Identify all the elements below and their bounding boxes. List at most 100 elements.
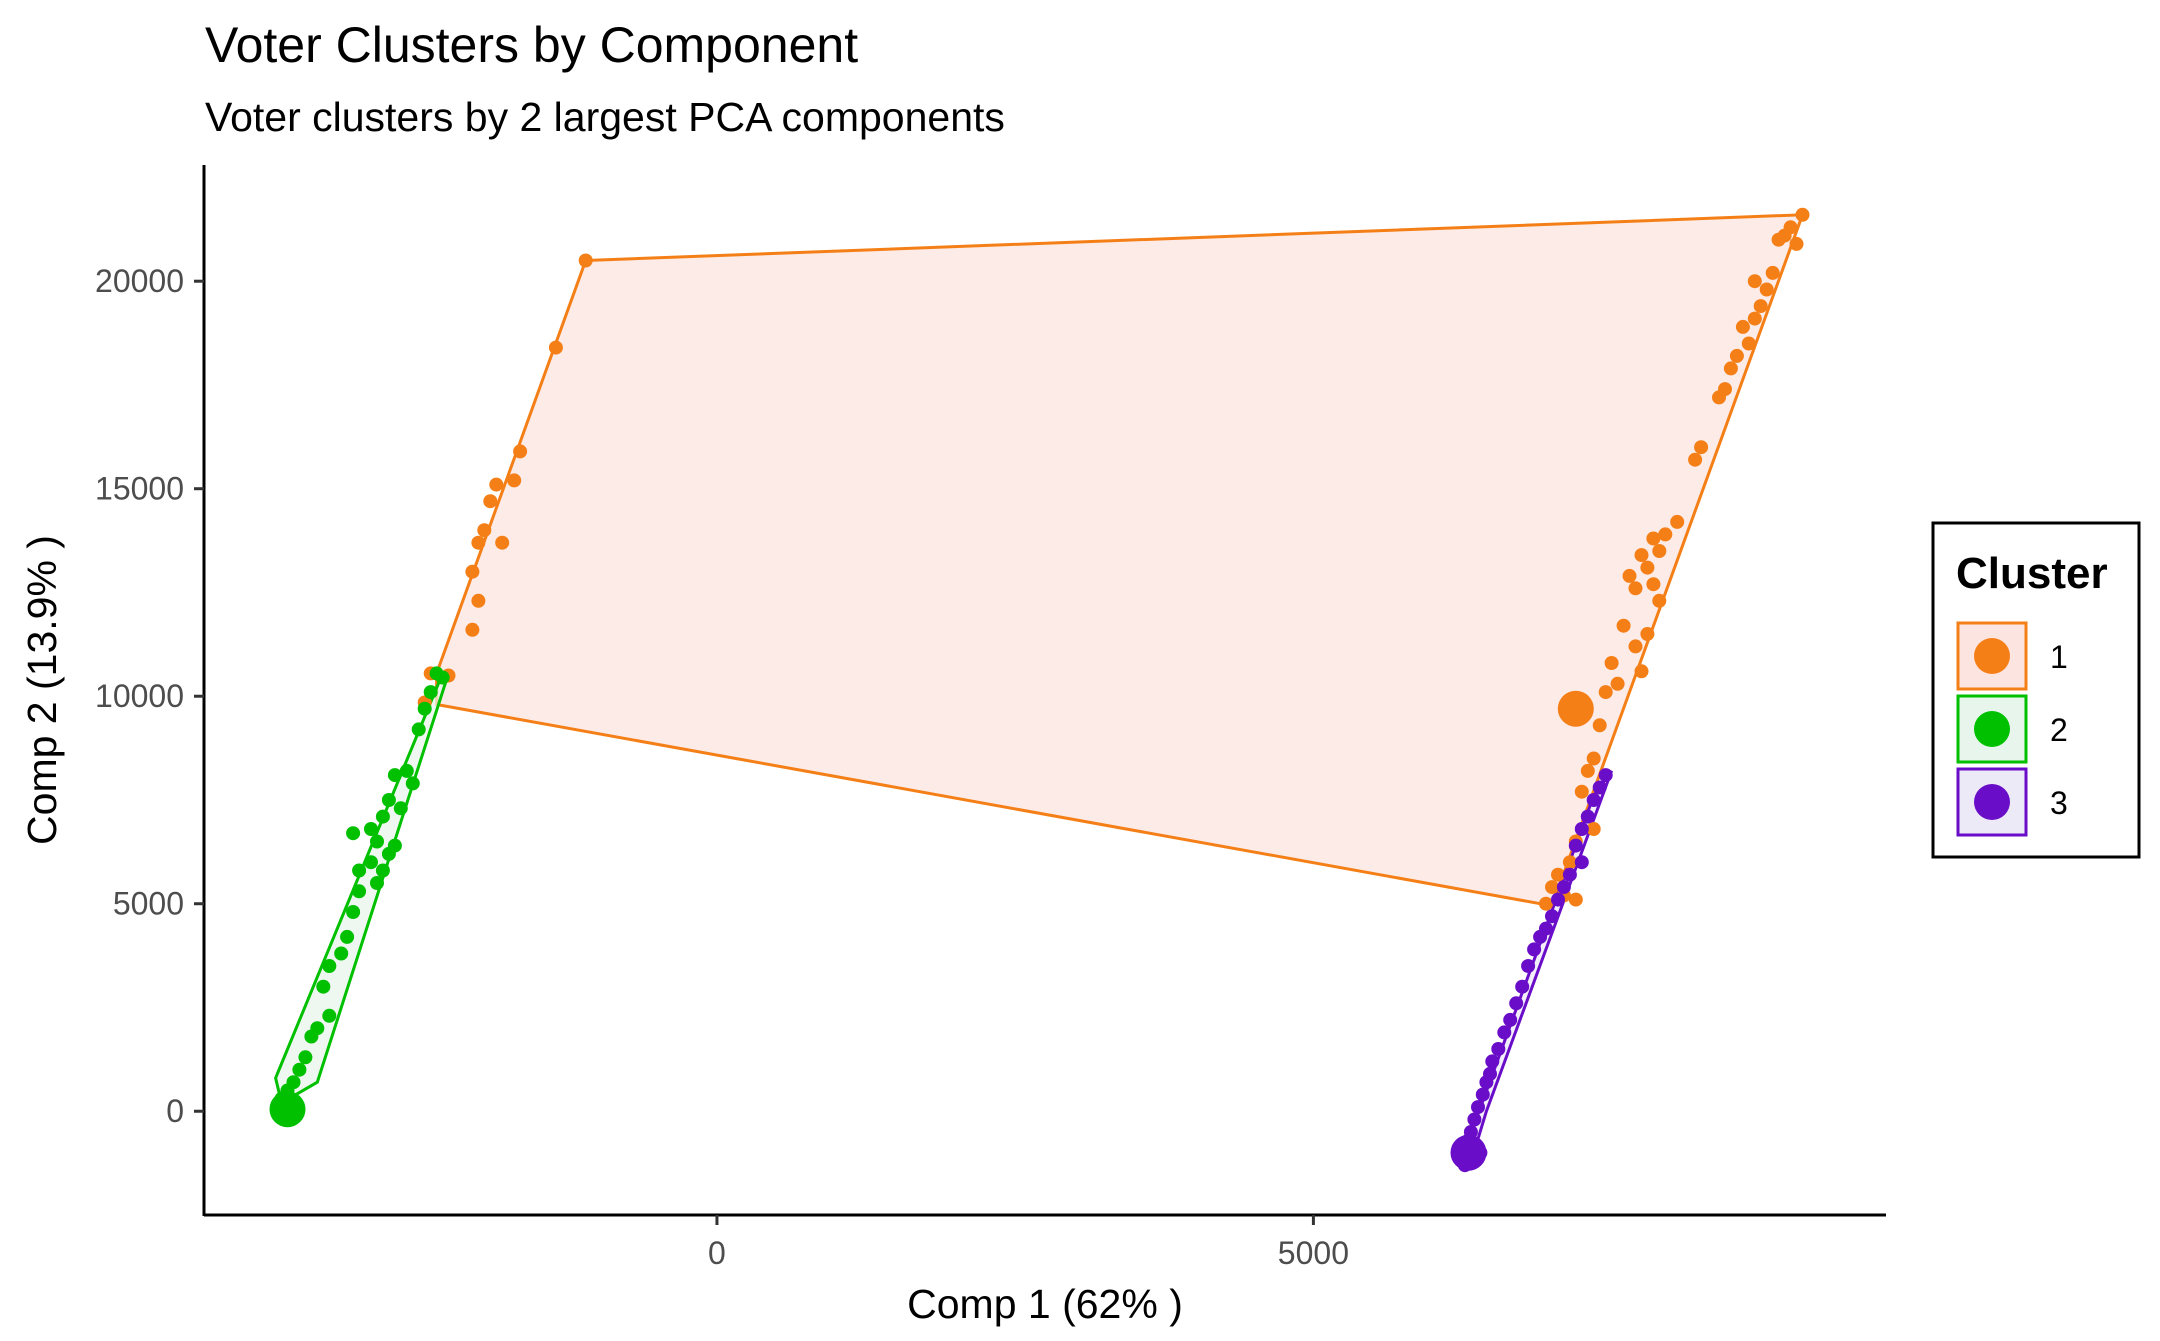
y-tick-label: 15000 <box>95 471 184 507</box>
cluster-1-point <box>1753 299 1768 314</box>
cluster-1-point <box>1580 763 1595 778</box>
cluster-2-point <box>322 959 337 973</box>
cluster-3-point <box>1527 942 1542 957</box>
legend-label-2: 2 <box>2050 712 2068 748</box>
x-axis-title: Comp 1 (62% ) <box>907 1281 1183 1327</box>
cluster-1-point <box>1551 867 1565 882</box>
cluster-1-point <box>1634 548 1649 563</box>
x-tick-label: 5000 <box>1278 1235 1349 1271</box>
cluster-3-centroid <box>1450 1134 1487 1171</box>
cluster-1-point <box>548 340 563 355</box>
cluster-1-point <box>489 477 504 492</box>
cluster-2-centroid <box>269 1091 306 1128</box>
cluster-1-centroid <box>1557 690 1594 727</box>
cluster-1-point <box>1616 618 1631 633</box>
cluster-1-point <box>471 593 486 608</box>
cluster-1-point <box>1568 892 1583 907</box>
cluster-2-point <box>364 822 378 836</box>
cluster-1-point <box>1622 568 1637 583</box>
cluster-1-point <box>1586 822 1601 836</box>
cluster-1-point <box>1646 577 1661 592</box>
cluster-3-point <box>1497 1025 1512 1040</box>
cluster-2-point <box>292 1062 307 1077</box>
cluster-3-point <box>1562 867 1577 882</box>
cluster-1-point <box>1634 664 1649 679</box>
cluster-1-point <box>1628 639 1643 654</box>
cluster-1-point <box>477 523 492 538</box>
cluster-3-point <box>1568 838 1583 853</box>
cluster-2-point <box>352 884 367 899</box>
cluster-3-point <box>1574 855 1589 870</box>
cluster-2-point <box>411 722 426 737</box>
cluster-3-point <box>1509 996 1524 1011</box>
cluster-1-point <box>495 535 510 550</box>
legend-key-dot-2 <box>1974 711 2010 747</box>
cluster-3-point <box>1475 1087 1490 1102</box>
cluster-1-point <box>1574 784 1589 799</box>
chart-subtitle: Voter clusters by 2 largest PCA componen… <box>205 94 1005 140</box>
cluster-3-point <box>1515 979 1530 994</box>
cluster-1-point <box>1735 319 1750 334</box>
cluster-1-hull <box>435 213 1805 908</box>
cluster-1-point <box>1795 207 1810 222</box>
y-tick-label: 0 <box>166 1093 184 1129</box>
cluster-2-point <box>346 826 361 841</box>
legend-label-3: 3 <box>2050 785 2068 821</box>
cluster-1-point <box>1592 718 1607 733</box>
cluster-3-point <box>1485 1054 1500 1069</box>
cluster-3-point <box>1471 1100 1485 1115</box>
cluster-2-point <box>346 905 361 919</box>
x-axis-ticks: 0 5000 <box>708 1215 1349 1271</box>
cluster-2-point <box>298 1050 313 1065</box>
cluster-1-point <box>1640 627 1655 641</box>
x-tick-label: 0 <box>708 1235 726 1271</box>
cluster-2-point <box>375 809 390 824</box>
cluster-1-point <box>1747 274 1762 289</box>
cluster-1-point <box>471 535 486 550</box>
cluster-1-point <box>1765 265 1780 280</box>
cluster-2-point <box>370 834 384 849</box>
cluster-2-point <box>417 701 432 716</box>
cluster-1-point <box>1586 751 1601 766</box>
cluster-1-point <box>1652 593 1667 608</box>
cluster-3-point <box>1598 768 1613 783</box>
cluster-1-point <box>1747 311 1762 326</box>
cluster-2-point <box>334 946 349 961</box>
cluster-1-point <box>1562 855 1577 870</box>
cluster-3-point <box>1545 909 1559 924</box>
cluster-1-point <box>483 494 498 509</box>
cluster-1-point <box>1789 236 1804 251</box>
cluster-1-point <box>1610 676 1625 691</box>
cluster-1-point <box>1712 390 1726 405</box>
cluster-2-point <box>316 979 331 994</box>
chart-title: Voter Clusters by Component <box>205 17 858 73</box>
cluster-2-point <box>393 801 408 816</box>
cluster-1-point <box>465 564 480 579</box>
cluster-3-point <box>1580 809 1595 824</box>
cluster-2-point <box>381 846 396 861</box>
cluster-2-point <box>423 685 438 700</box>
cluster-1-point <box>1652 544 1667 558</box>
cluster-3-point <box>1533 929 1548 944</box>
cluster-1-point <box>1646 531 1661 546</box>
legend-key-dot-1 <box>1974 638 2010 674</box>
legend-entries: 1 2 3 <box>1956 621 2068 837</box>
legend-title: Cluster <box>1956 549 2108 598</box>
cluster-3-point <box>1574 822 1589 836</box>
cluster-2-point <box>387 768 402 783</box>
cluster-1-point <box>465 622 480 637</box>
cluster-3-point <box>1491 1042 1506 1056</box>
cluster-2-point <box>375 863 390 878</box>
cluster-hull-layer <box>274 213 1805 1161</box>
cluster-1-point <box>1604 656 1619 670</box>
cluster-1-point <box>1771 232 1786 247</box>
cluster-1-point <box>507 473 522 488</box>
cluster-2-point <box>435 670 450 685</box>
cluster-3-point <box>1503 1012 1518 1027</box>
cluster-3-point <box>1467 1112 1482 1127</box>
cluster-2-point <box>399 763 414 778</box>
cluster-2-point <box>322 1008 337 1023</box>
cluster-1-point <box>1640 560 1655 575</box>
cluster-1-point <box>1670 514 1685 529</box>
y-axis-title: Comp 2 (13.9% ) <box>19 535 65 845</box>
